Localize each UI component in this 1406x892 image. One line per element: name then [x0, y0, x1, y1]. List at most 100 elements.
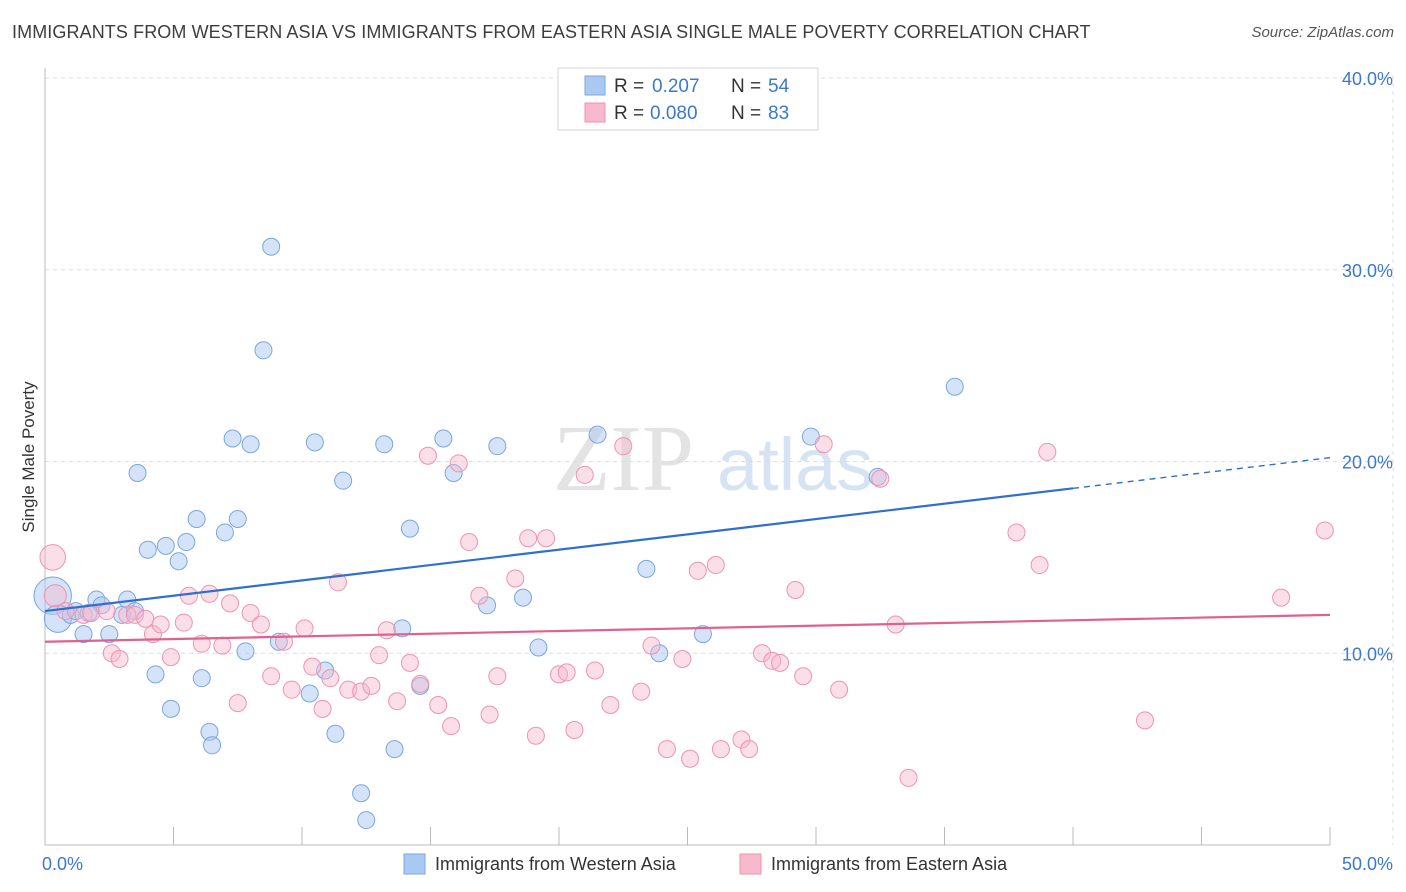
point-eastern-asia	[575, 465, 594, 484]
point-western-asia	[326, 724, 345, 743]
point-eastern-asia	[550, 665, 568, 684]
trend-line-western-asia-extension	[1072, 456, 1331, 490]
point-eastern-asia	[56, 602, 75, 621]
point-western-asia	[514, 588, 533, 607]
legend-swatch-pink	[584, 102, 606, 123]
point-eastern-asia	[411, 674, 430, 693]
point-eastern-asia	[632, 682, 651, 701]
point-eastern-asia	[688, 561, 707, 580]
point-western-asia	[203, 736, 222, 755]
point-western-asia	[300, 684, 319, 703]
point-western-asia	[357, 811, 376, 830]
point-western-asia	[192, 669, 211, 688]
point-western-asia	[169, 552, 188, 571]
legend-n-value-1: 54	[768, 76, 790, 97]
point-eastern-asia	[506, 569, 525, 588]
axes	[44, 68, 1331, 846]
y-tick-label: 40.0%	[1342, 69, 1393, 89]
point-eastern-asia	[97, 602, 116, 621]
point-eastern-asia	[179, 586, 198, 605]
point-eastern-asia	[313, 699, 332, 718]
point-eastern-asia	[200, 584, 219, 603]
point-eastern-asia	[763, 651, 782, 670]
point-eastern-asia	[362, 676, 381, 695]
point-eastern-asia	[899, 768, 918, 787]
y-axis-label: Single Male Poverty	[19, 381, 38, 533]
watermark-zip: ZIP	[553, 407, 694, 511]
point-eastern-asia	[370, 646, 389, 665]
trend-line-eastern-asia	[44, 613, 1331, 643]
point-western-asia	[236, 642, 255, 661]
point-western-asia	[588, 425, 607, 444]
point-western-asia	[478, 596, 497, 615]
point-eastern-asia	[295, 619, 314, 638]
point-eastern-asia	[673, 650, 692, 669]
point-western-asia	[650, 644, 669, 663]
point-eastern-asia	[614, 437, 633, 456]
watermark-atlas: atlas	[717, 423, 873, 506]
point-eastern-asia	[388, 692, 407, 711]
point-eastern-asia	[488, 667, 507, 686]
point-western-asia	[215, 523, 234, 542]
point-eastern-asia	[125, 605, 144, 624]
point-eastern-asia	[830, 680, 849, 699]
point-western-asia	[74, 625, 93, 644]
point-eastern-asia	[1315, 521, 1334, 540]
legend-r-label-2: R =	[614, 103, 644, 124]
point-eastern-asia	[400, 653, 419, 672]
point-western-asia	[868, 467, 887, 486]
legend-n-value-2: 83	[768, 103, 789, 124]
point-eastern-asia	[418, 446, 437, 465]
legend-r-value-2: 0.080	[650, 103, 698, 124]
point-eastern-asia	[110, 650, 129, 669]
point-eastern-asia	[732, 730, 751, 749]
legend-swatch-blue	[584, 75, 606, 96]
point-western-asia	[156, 536, 175, 555]
point-eastern-asia	[565, 720, 584, 739]
point-eastern-asia	[1038, 442, 1057, 461]
point-eastern-asia	[213, 636, 232, 655]
point-eastern-asia	[377, 621, 396, 640]
point-western-asia	[693, 625, 712, 644]
y-tick-label: 20.0%	[1342, 453, 1393, 473]
legend-n-label-1: N =	[731, 76, 761, 97]
point-western-asia	[128, 464, 147, 483]
source-label: Source: ZipAtlas.com	[1251, 24, 1394, 41]
point-eastern-asia	[429, 696, 448, 715]
point-western-asia	[305, 433, 324, 452]
y-tick-label: 30.0%	[1342, 261, 1393, 281]
point-eastern-asia	[1135, 711, 1154, 730]
point-western-asia	[187, 510, 206, 529]
point-western-asia	[400, 519, 419, 538]
point-eastern-asia	[1272, 588, 1291, 607]
point-eastern-asia	[151, 615, 170, 634]
point-eastern-asia	[601, 696, 620, 715]
x-tick-label-end: 50.0%	[1342, 854, 1393, 874]
point-western-asia	[529, 638, 548, 657]
point-eastern-asia	[228, 694, 247, 713]
trend-line-western-asia	[44, 487, 1074, 613]
point-eastern-asia	[711, 740, 730, 759]
point-western-asia	[375, 435, 394, 454]
point-eastern-asia	[303, 657, 322, 676]
point-eastern-asia	[557, 663, 576, 682]
point-western-asia	[352, 784, 371, 803]
point-western-asia	[241, 435, 260, 454]
point-eastern-asia	[753, 644, 772, 663]
point-eastern-asia	[39, 544, 66, 571]
point-eastern-asia	[585, 661, 604, 680]
point-eastern-asia	[480, 705, 499, 724]
point-eastern-asia	[519, 529, 538, 548]
point-eastern-asia	[681, 749, 700, 768]
point-eastern-asia	[706, 556, 725, 575]
point-western-asia	[488, 437, 507, 456]
point-eastern-asia	[794, 667, 813, 686]
x-tick-label-start: 0.0%	[42, 854, 83, 874]
point-eastern-asia	[740, 740, 759, 759]
point-western-asia	[945, 377, 964, 396]
point-western-asia	[444, 464, 463, 483]
point-western-asia	[138, 540, 157, 559]
legend: R = 0.207 N = 54 R = 0.080 N = 83	[557, 67, 819, 131]
bottom-legend-label-pink: Immigrants from Eastern Asia	[771, 854, 1008, 874]
